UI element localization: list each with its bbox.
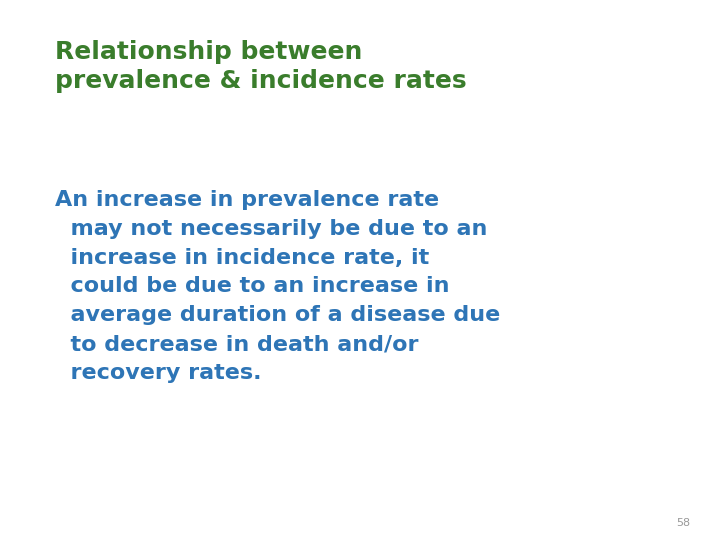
Text: Relationship between
prevalence & incidence rates: Relationship between prevalence & incide… (55, 40, 467, 93)
Text: An increase in prevalence rate
  may not necessarily be due to an
  increase in : An increase in prevalence rate may not n… (55, 190, 500, 383)
Text: 58: 58 (676, 518, 690, 528)
